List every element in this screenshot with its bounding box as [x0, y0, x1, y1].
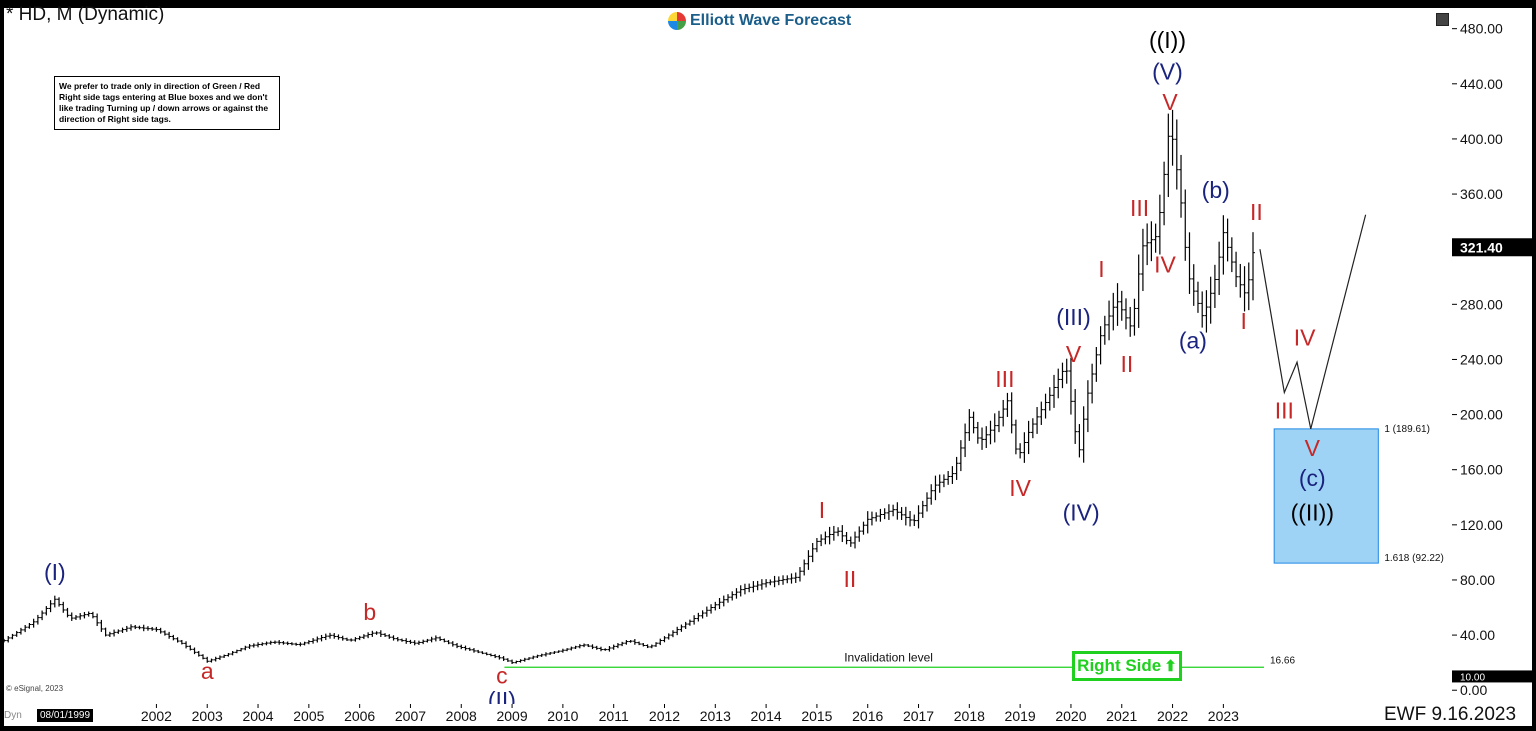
price-tick-label: 400.00 [1460, 131, 1503, 147]
wave-label: (b) [1202, 177, 1230, 203]
year-tick-label: 2010 [547, 708, 578, 724]
wave-label: V [1305, 435, 1321, 461]
right-side-label: Right Side [1077, 656, 1162, 675]
price-tick-label: 40.00 [1460, 627, 1495, 643]
price-tick-label: 200.00 [1460, 407, 1503, 423]
last-price-tag [1452, 238, 1532, 257]
year-tick-label: 2007 [395, 708, 426, 724]
year-tick-label: 2016 [852, 708, 883, 724]
price-tick-label: 480.00 [1460, 21, 1503, 37]
brand-name: Elliott Wave Forecast [690, 12, 852, 29]
wave-label: II [844, 566, 857, 592]
time-axis[interactable]: 2002 2003 2004 2005 2006 2007 2008 2009 2010 2011… [4, 704, 1452, 726]
year-tick-label: 2003 [192, 708, 223, 724]
price-tick-label: 0.00 [1460, 682, 1487, 698]
wave-label: (II) [488, 687, 516, 704]
year-tick-label: 2023 [1208, 708, 1239, 724]
wave-label: IV [1294, 325, 1316, 351]
brand-logo: Elliott Wave Forecast [668, 12, 851, 30]
level-tag-value: 10.00 [1460, 672, 1485, 683]
year-tick-label: 2018 [954, 708, 985, 724]
wave-label: II [1120, 351, 1133, 377]
year-tick-label: 2022 [1157, 708, 1188, 724]
wave-label: c [496, 662, 508, 688]
price-chart: Invalidation level 16.66 1 (189.61) 1.618 (… [4, 27, 1444, 704]
year-tick-label: 2015 [801, 708, 832, 724]
year-tick-label: 2006 [344, 708, 375, 724]
right-side-tag: Right Side ⬆ [1072, 651, 1182, 681]
start-date-label: 08/01/1999 [37, 709, 94, 722]
price-tick-label: 160.00 [1460, 462, 1503, 478]
wave-label: (V) [1152, 59, 1183, 85]
wave-label: I [1098, 256, 1104, 282]
wave-label: (III) [1056, 304, 1091, 330]
level-tag [1452, 670, 1532, 683]
wave-label: I [819, 497, 825, 523]
invalidation-value: 16.66 [1270, 655, 1295, 666]
projection-path [1259, 214, 1367, 430]
wave-label: III [1275, 398, 1294, 424]
chart-title: * HD, M (Dynamic) [6, 4, 165, 25]
year-tick-label: 2008 [446, 708, 477, 724]
wave-label: I [1240, 308, 1246, 334]
year-tick-label: 2002 [141, 708, 172, 724]
year-tick-label: 2005 [293, 708, 324, 724]
wave-label: (a) [1179, 327, 1207, 353]
year-tick-label: 2019 [1005, 708, 1036, 724]
wave-label: IV [1009, 475, 1031, 501]
wave-label: ((II)) [1291, 500, 1334, 526]
dyn-label: Dyn [4, 710, 22, 721]
year-tick-label: 2017 [903, 708, 934, 724]
last-price-value: 321.40 [1460, 239, 1503, 255]
invalidation-label: Invalidation level [844, 650, 933, 664]
copyright: © eSignal, 2023 [6, 684, 64, 693]
price-tick-label: 240.00 [1460, 351, 1503, 367]
trading-note: We prefer to trade only in direction of … [54, 76, 280, 130]
year-tick-label: 2004 [242, 708, 273, 724]
time-axis-svg: 2002 2003 2004 2005 2006 2007 2008 2009 2010 2011… [141, 704, 1239, 724]
ewf-stamp: EWF 9.16.2023 [1384, 704, 1517, 725]
wave-label: ((I)) [1149, 27, 1186, 53]
wave-label: (I) [44, 559, 66, 585]
brand-logo-icon [668, 12, 686, 30]
price-axis-svg: 0.00 40.00 80.00 120.00 160.00 200.00 240.00 28… [1452, 21, 1532, 698]
expand-icon[interactable] [1436, 13, 1449, 26]
wave-label: (c) [1299, 465, 1326, 491]
footer-right [1452, 704, 1532, 726]
target-box [1273, 428, 1379, 564]
wave-labels: (I)abc(II)IIIIIIIV(III)V(IV)IIIIIIIVV(V)… [44, 27, 1334, 704]
year-tick-label: 2009 [496, 708, 527, 724]
up-arrow-icon: ⬆ [1164, 658, 1177, 675]
wave-label: a [201, 658, 214, 684]
year-tick-label: 2013 [700, 708, 731, 724]
year-tick-label: 2011 [599, 708, 629, 724]
year-tick-label: 2021 [1106, 708, 1137, 724]
wave-label: III [1130, 195, 1149, 221]
price-tick-label: 280.00 [1460, 296, 1503, 312]
price-axis[interactable]: 0.00 40.00 80.00 120.00 160.00 200.00 240.00 28… [1452, 8, 1532, 704]
year-tick-label: 2014 [751, 708, 782, 724]
wave-label: IV [1154, 252, 1176, 278]
wave-label: V [1066, 341, 1082, 367]
wave-label: (IV) [1063, 500, 1100, 526]
wave-label: III [995, 366, 1014, 392]
price-tick-label: 440.00 [1460, 76, 1503, 92]
wave-label: V [1162, 89, 1178, 115]
target-bottom-label: 1.618 (92.22) [1384, 553, 1444, 564]
price-tick-label: 360.00 [1460, 186, 1503, 202]
year-tick-label: 2012 [649, 708, 680, 724]
wave-label: b [363, 599, 376, 625]
wave-label: II [1250, 199, 1263, 225]
price-tick-label: 80.00 [1460, 572, 1495, 588]
target-top-label: 1 (189.61) [1384, 424, 1430, 435]
price-bars [4, 109, 1256, 665]
year-tick-label: 2020 [1055, 708, 1086, 724]
price-tick-label: 120.00 [1460, 517, 1503, 533]
